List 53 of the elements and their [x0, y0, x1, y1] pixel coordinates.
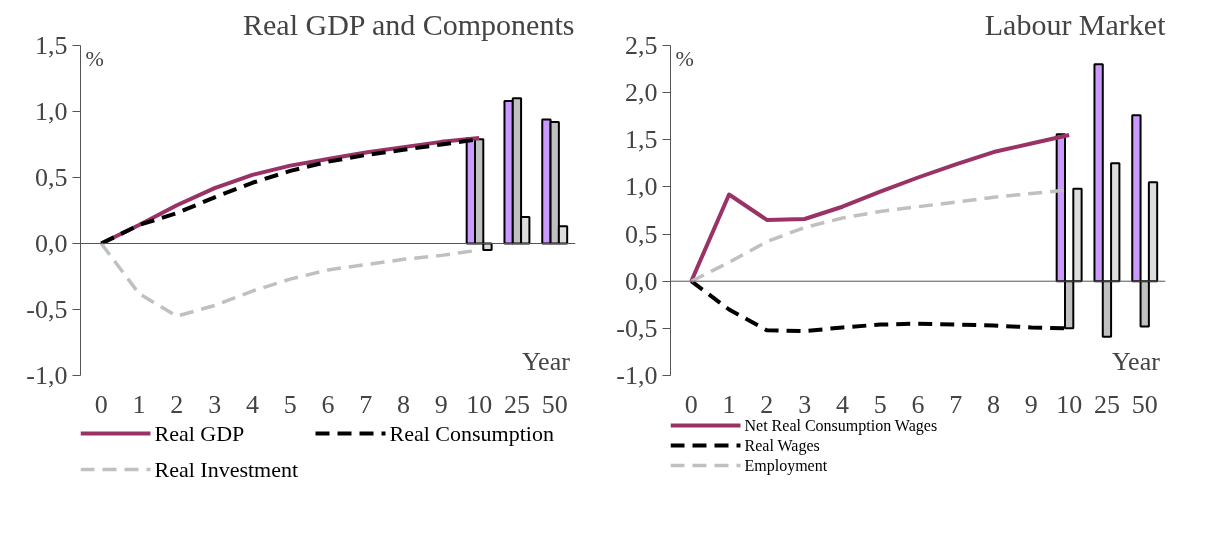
x-tick-label: 7: [949, 389, 963, 419]
chart-title: Real GDP and Components: [243, 7, 575, 41]
y-tick-label: -1,0: [616, 361, 658, 390]
x-tick-label: 10: [1056, 389, 1083, 419]
x-tick-label: 10: [466, 389, 493, 419]
legend-label: Net Real Consumption Wages: [744, 417, 938, 435]
x-tick-label: 2: [760, 389, 774, 419]
x-tick-label: 4: [835, 389, 849, 419]
y-axis-title: %: [85, 45, 104, 71]
y-tick-label: 0,5: [625, 219, 658, 249]
y-tick-label: 0,0: [35, 229, 68, 258]
x-tick-label: 3: [208, 389, 222, 419]
y-tick-label: 0,0: [625, 266, 658, 296]
y-tick-label: -0,5: [26, 295, 68, 324]
legend-label: Real GDP: [154, 421, 245, 446]
y-tick-label: 0,5: [35, 163, 68, 192]
y-tick-label: 2,5: [625, 31, 658, 60]
y-tick-label: 1,5: [35, 31, 68, 60]
x-tick-label: 9: [434, 389, 448, 419]
legend-label: Employment: [744, 457, 828, 475]
y-axis-title: %: [675, 45, 694, 71]
x-tick-label: 6: [911, 389, 925, 419]
x-axis-title: Year: [1111, 346, 1161, 376]
x-tick-label: 50: [541, 389, 568, 419]
x-tick-label: 50: [1131, 389, 1158, 419]
x-tick-label: 9: [1024, 389, 1038, 419]
x-tick-label: 6: [321, 389, 335, 419]
x-tick-label: 5: [283, 389, 297, 419]
y-tick-label: 1,5: [625, 125, 658, 155]
x-tick-label: 5: [873, 389, 887, 419]
x-tick-label: 8: [987, 389, 1001, 419]
legend-label: Real Investment: [154, 457, 299, 482]
x-tick-label: 25: [1093, 389, 1120, 419]
chart-title: Labour Market: [984, 7, 1167, 41]
x-tick-label: 25: [503, 389, 530, 419]
x-tick-label: 0: [684, 389, 698, 419]
x-tick-label: 4: [245, 389, 259, 419]
legend-label: Real Wages: [744, 437, 820, 455]
y-tick-label: 2,0: [625, 78, 658, 108]
x-tick-label: 8: [397, 389, 411, 419]
x-axis-title: Year: [521, 346, 571, 376]
y-tick-label: 1,0: [35, 97, 68, 126]
x-tick-label: 7: [359, 389, 373, 419]
x-tick-label: 1: [722, 389, 736, 419]
legend-label: Real Consumption: [389, 421, 554, 446]
line-series: [689, 133, 1072, 284]
y-tick-label: -1,0: [26, 361, 68, 390]
x-tick-label: 1: [132, 389, 146, 419]
y-tick-label: -0,5: [616, 313, 658, 343]
x-tick-label: 2: [170, 389, 184, 419]
y-tick-label: 1,0: [625, 172, 658, 202]
x-tick-label: 3: [798, 389, 812, 419]
x-tick-label: 0: [94, 389, 108, 419]
